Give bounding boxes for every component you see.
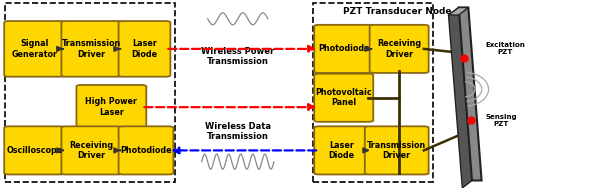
FancyBboxPatch shape: [119, 126, 173, 174]
FancyBboxPatch shape: [4, 126, 65, 174]
Text: PZT Transducer Node: PZT Transducer Node: [343, 7, 452, 16]
Text: Photodiode: Photodiode: [318, 44, 370, 53]
FancyBboxPatch shape: [365, 126, 429, 174]
FancyBboxPatch shape: [314, 25, 373, 73]
Polygon shape: [448, 8, 468, 15]
Text: Transmission
Driver: Transmission Driver: [62, 39, 122, 59]
Polygon shape: [459, 8, 482, 180]
Text: Laser
Diode: Laser Diode: [131, 39, 158, 59]
Text: Photodiode: Photodiode: [120, 146, 172, 155]
Text: Sensing
PZT: Sensing PZT: [485, 114, 517, 127]
FancyBboxPatch shape: [4, 21, 65, 77]
Text: Excitation
PZT: Excitation PZT: [485, 42, 525, 55]
FancyBboxPatch shape: [314, 126, 369, 174]
FancyBboxPatch shape: [370, 25, 429, 73]
Text: Receiving
Driver: Receiving Driver: [70, 141, 114, 160]
FancyBboxPatch shape: [314, 74, 373, 122]
FancyBboxPatch shape: [61, 126, 122, 174]
FancyBboxPatch shape: [61, 21, 122, 77]
Text: Transmission
Driver: Transmission Driver: [367, 141, 426, 160]
Text: Receiving
Driver: Receiving Driver: [377, 39, 421, 59]
Text: Wireless Data
Transmission: Wireless Data Transmission: [205, 122, 271, 141]
FancyBboxPatch shape: [76, 85, 146, 129]
Text: Laser
Diode: Laser Diode: [329, 141, 355, 160]
Text: Photovoltaic
Panel: Photovoltaic Panel: [315, 88, 372, 108]
Text: Oscilloscope: Oscilloscope: [7, 146, 63, 155]
Text: Signal
Generator: Signal Generator: [11, 39, 58, 59]
Text: Wireless Power
Transmission: Wireless Power Transmission: [201, 47, 275, 66]
Polygon shape: [448, 8, 472, 188]
Text: High Power
Laser: High Power Laser: [85, 97, 137, 117]
FancyBboxPatch shape: [119, 21, 170, 77]
